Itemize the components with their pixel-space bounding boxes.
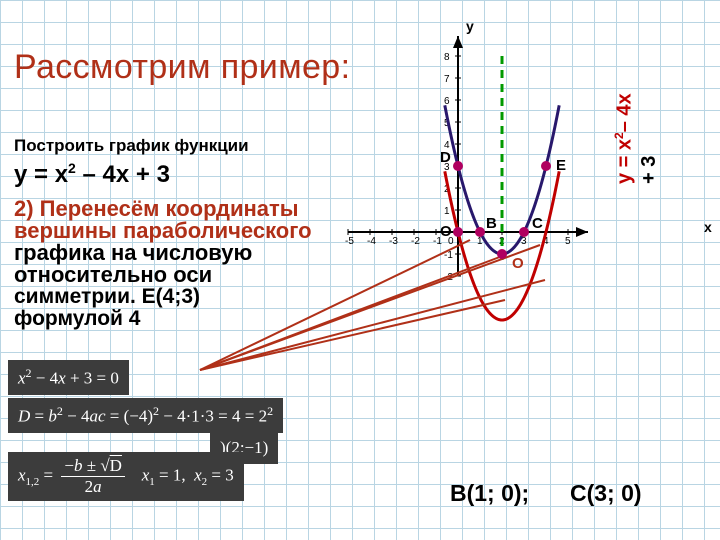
svg-text:C: C [532,215,543,232]
title: Рассмотрим пример: [14,48,350,87]
formula-eq: x2 − 4x + 3 = 0 [8,360,129,395]
x-axis-label: x [704,219,712,235]
svg-text:E: E [556,157,566,174]
curve2-label: + 3 [638,156,661,184]
formula-D: D = b2 − 4ac = (−4)2 − 4·1·3 = 4 = 22 [8,398,283,433]
svg-text:B: B [486,215,497,232]
step-text: 2) Перенесём координаты вершины параболи… [14,198,374,330]
svg-text:D: D [440,149,451,166]
svg-text:O: O [512,255,524,272]
curve1-label: y = x2– 4x [612,93,637,184]
point-C-text: C(3; 0) [570,480,642,507]
svg-text:1: 1 [444,206,450,217]
y-axis-label: y [466,18,474,34]
svg-text:7: 7 [444,74,450,85]
point-B-text: B(1; 0); [450,480,529,507]
page: -5-4-3-2-112345-2-1123456780 DEOBCO Расс… [0,0,720,540]
svg-text:8: 8 [444,52,450,63]
svg-text:O: O [440,223,452,240]
svg-text:-3: -3 [389,236,398,247]
formula-roots: x1,2 = −b ± √D2a x1 = 1, x2 = 3 [8,452,244,501]
svg-text:-2: -2 [411,236,420,247]
subtitle: Построить график функции [14,136,249,156]
svg-text:5: 5 [565,236,571,247]
equation: y = x2 – 4x + 3 [14,160,170,189]
